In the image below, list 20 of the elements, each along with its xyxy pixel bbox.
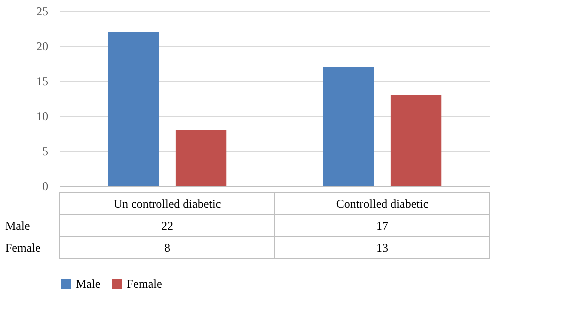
- y-tick-label: 25: [36, 4, 48, 18]
- legend-label: Male: [76, 277, 101, 291]
- bar: [176, 130, 227, 186]
- data-label: 22: [162, 219, 174, 233]
- data-label: 17: [376, 219, 388, 233]
- x-tick-label: Controlled diabetic: [336, 197, 429, 211]
- bar: [108, 32, 160, 186]
- bar: [323, 67, 374, 186]
- legend-label: Female: [127, 277, 162, 291]
- y-tick-label: 5: [42, 144, 48, 158]
- data-label: 13: [376, 241, 388, 255]
- text: Male: [6, 219, 30, 233]
- data-label: 8: [164, 241, 170, 255]
- y-tick-label: 20: [36, 40, 48, 54]
- bar: [390, 95, 442, 186]
- text: Female: [6, 241, 41, 255]
- x-tick-label: Un controlled diabetic: [114, 197, 222, 211]
- y-tick-label: 15: [36, 74, 48, 88]
- y-tick-label: 10: [36, 110, 48, 124]
- y-tick-label: 0: [42, 180, 48, 194]
